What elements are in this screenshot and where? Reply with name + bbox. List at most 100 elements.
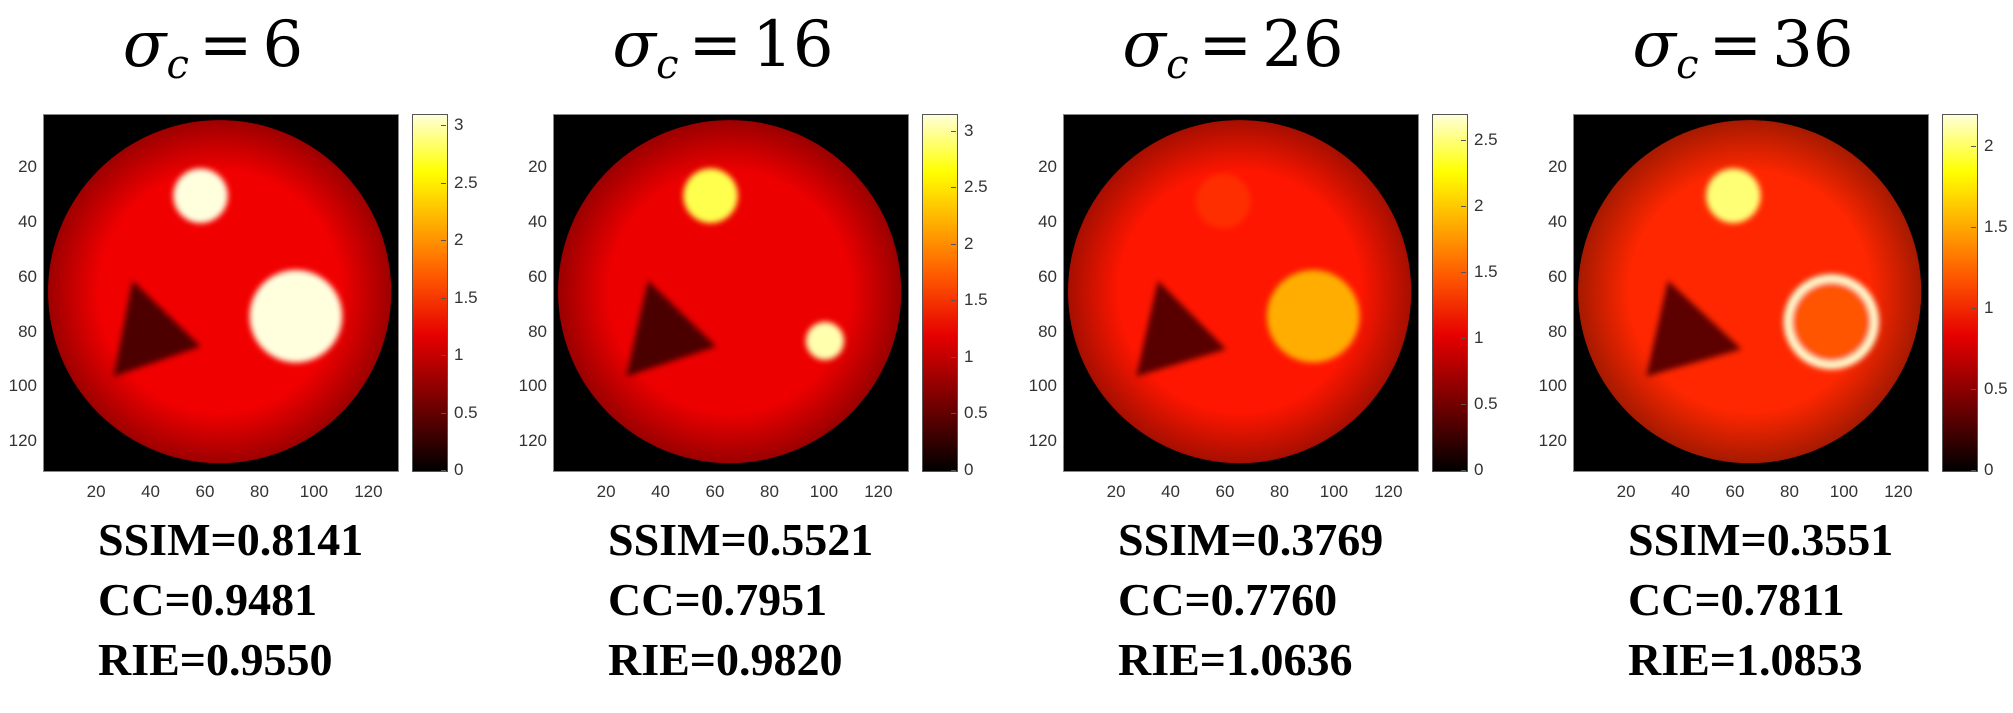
y-tick-label: 60 xyxy=(528,266,547,286)
colorbar-tick-label: 2 xyxy=(964,233,974,253)
chart-panel: σc = 36 20 40 60 80 100 120 20 40 60 80 100 120 0 0.5 1 1.… xyxy=(1530,0,2013,713)
colorbar-tick-mark xyxy=(1971,227,1976,229)
colorbar-tick-mark xyxy=(1971,389,1976,391)
metric-line: RIE=1.0636 xyxy=(1118,634,1353,685)
heatmap-image xyxy=(1063,114,1419,472)
y-tick-label: 20 xyxy=(528,157,547,177)
inclusion-circle xyxy=(1196,174,1251,229)
x-tick-label: 60 xyxy=(705,482,725,501)
y-tick-label: 80 xyxy=(528,321,547,341)
colorbar-tick-mark xyxy=(1461,404,1466,406)
inclusion-circle xyxy=(249,269,343,363)
colorbar-tick-mark xyxy=(1461,470,1466,471)
colorbar-tick-label: 1.5 xyxy=(454,287,478,307)
metric-line: SSIM=0.3769 xyxy=(1118,514,1384,565)
x-tick-label: 120 xyxy=(864,482,893,501)
chart-title: σc = 26 xyxy=(1053,8,1413,88)
x-tick-label: 100 xyxy=(1829,482,1859,501)
x-tick-label: 80 xyxy=(250,482,269,501)
metric-line: CC=0.7760 xyxy=(1118,574,1338,625)
colorbar-tick-label: 3 xyxy=(964,120,974,140)
x-tick-label: 80 xyxy=(1270,482,1289,501)
x-tick-label: 60 xyxy=(1215,482,1235,501)
metric-line: RIE=0.9820 xyxy=(608,634,843,685)
metrics-block: SSIM=0.3551 CC=0.7811 RIE=1.0853 xyxy=(1628,510,1893,690)
y-tick-label: 60 xyxy=(1548,266,1567,286)
title-subscript: c xyxy=(1166,42,1189,88)
inclusion-triangle xyxy=(626,280,717,377)
chart-title: σc = 16 xyxy=(543,8,903,88)
colorbar-tick-label: 1.5 xyxy=(1984,217,2008,237)
inclusion-triangle xyxy=(1136,280,1227,377)
y-tick-label: 120 xyxy=(1028,431,1057,451)
colorbar-tick-label: 2 xyxy=(1984,136,1994,156)
colorbar-tick-label: 0.5 xyxy=(1474,394,1498,414)
colorbar-tick-label: 3 xyxy=(454,115,464,135)
title-value: 6 xyxy=(262,8,304,82)
x-tick-label: 40 xyxy=(651,482,670,501)
y-tick-label: 80 xyxy=(18,321,37,341)
colorbar-tick-mark xyxy=(441,470,446,471)
colorbar-tick-label: 2 xyxy=(454,230,464,250)
colorbar-tick-label: 2 xyxy=(1474,196,1484,216)
metrics-block: SSIM=0.5521 CC=0.7951 RIE=0.9820 xyxy=(608,510,873,690)
colorbar-tick-label: 0.5 xyxy=(1984,379,2008,399)
colorbar-tick-mark xyxy=(1971,146,1976,148)
inclusion-circle xyxy=(1266,269,1360,363)
inclusion-triangle xyxy=(1646,280,1742,377)
y-tick-label: 20 xyxy=(1548,157,1567,177)
metric-line: SSIM=0.3551 xyxy=(1628,514,1894,565)
colorbar-tick-label: 2.5 xyxy=(454,172,478,192)
metric-line: CC=0.7951 xyxy=(608,574,828,625)
colorbar-tick-label: 0 xyxy=(1984,460,1994,479)
y-tick-label: 20 xyxy=(1038,157,1057,177)
x-tick-label: 20 xyxy=(596,482,616,501)
colorbar xyxy=(1432,114,1468,472)
chart-title: σc = 36 xyxy=(1563,8,1923,88)
y-tick-label: 60 xyxy=(18,266,37,286)
colorbar-tick-label: 1 xyxy=(1984,298,1994,318)
colorbar-tick-label: 0 xyxy=(964,460,974,479)
colorbar-tick-mark xyxy=(1461,206,1466,208)
chart-panel: σc = 16 20 40 60 80 100 120 20 40 60 80 100 120 0 0.5 1 1.… xyxy=(510,0,1010,713)
colorbar xyxy=(1942,114,1978,472)
colorbar-tick-mark xyxy=(1461,140,1466,142)
x-tick-label: 60 xyxy=(1725,482,1745,501)
colorbar-tick-mark xyxy=(441,182,446,184)
y-tick-label: 100 xyxy=(1538,376,1567,396)
title-equals: = xyxy=(1708,8,1763,82)
x-tick-label: 80 xyxy=(1780,482,1799,501)
title-symbol: σ xyxy=(122,8,167,82)
colorbar-tick-mark xyxy=(951,243,956,245)
colorbar-tick-label: 2.5 xyxy=(1474,130,1498,150)
colorbar-tick-mark xyxy=(951,470,956,471)
colorbar-tick-label: 1 xyxy=(964,346,974,366)
colorbar-tick-mark xyxy=(951,413,956,415)
heatmap-svg xyxy=(44,115,398,471)
title-value: 26 xyxy=(1262,8,1344,82)
colorbar-tick-label: 0.5 xyxy=(454,402,478,422)
y-tick-label: 60 xyxy=(1038,266,1057,286)
colorbar-tick-mark xyxy=(441,240,446,242)
inclusion-ring xyxy=(1783,274,1879,370)
y-tick-label: 40 xyxy=(18,212,37,232)
chart-panel: σc = 6 20 40 60 80 100 120 20 40 60 80 100 120 0 0.5 1 1.5… xyxy=(0,0,500,713)
title-subscript: c xyxy=(1676,42,1699,88)
metric-line: SSIM=0.8141 xyxy=(98,514,364,565)
y-tick-label: 40 xyxy=(1038,212,1057,232)
colorbar-tick-label: 2.5 xyxy=(964,177,988,197)
metrics-block: SSIM=0.3769 CC=0.7760 RIE=1.0636 xyxy=(1118,510,1383,690)
y-tick-label: 80 xyxy=(1038,321,1057,341)
colorbar-tick-mark xyxy=(441,412,446,414)
inclusion-triangle xyxy=(113,280,201,377)
colorbar-tick-mark xyxy=(951,130,956,132)
title-value: 16 xyxy=(752,8,834,82)
title-equals: = xyxy=(688,8,743,82)
colorbar xyxy=(412,114,448,472)
colorbar-tick-mark xyxy=(1461,338,1466,340)
y-tick-label: 40 xyxy=(1548,212,1567,232)
x-tick-label: 100 xyxy=(809,482,839,501)
colorbar-tick-mark xyxy=(1971,308,1976,310)
y-tick-label: 100 xyxy=(1028,376,1057,396)
colorbar-tick-label: 1 xyxy=(1474,328,1484,348)
